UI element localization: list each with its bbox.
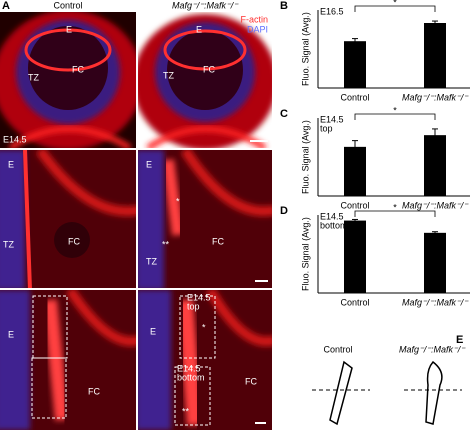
panel-label: C — [280, 108, 288, 120]
column-title: Control — [323, 344, 352, 354]
image-label: * — [202, 322, 206, 332]
panel-label: B — [280, 0, 288, 12]
image-label: TZ — [3, 239, 14, 249]
box-label: bottom — [177, 372, 205, 382]
box-label: top — [187, 301, 200, 311]
image-label: FC — [203, 64, 215, 74]
micrographs — [0, 12, 272, 430]
panel-label: E — [456, 334, 463, 346]
image-label: * — [176, 196, 180, 206]
axis-title: Fluo. Signal (Avg.) — [300, 120, 310, 194]
image-label: E14.5 — [3, 134, 27, 144]
image-label: FC — [212, 236, 224, 246]
stage-label: E14.5 — [320, 211, 344, 221]
image-label: FC — [68, 236, 80, 246]
bar — [424, 23, 446, 88]
annotation-boxes — [31, 295, 216, 426]
image-label: E — [196, 24, 202, 34]
panel-label: A — [2, 0, 10, 12]
x-tick-label: Control — [340, 297, 369, 307]
image-label: ** — [162, 239, 170, 249]
stage-label: E16.5 — [320, 6, 344, 16]
column-title: Mafg⁻/⁻:Mafk⁻/⁻ — [399, 344, 466, 354]
significance-label: * — [393, 0, 397, 7]
axis-title: Fluo. Signal (Avg.) — [300, 217, 310, 291]
scale-bars — [250, 140, 268, 424]
image-label: E — [8, 159, 14, 169]
column-title: Mafg⁻/⁻:Mafk⁻/⁻ — [172, 0, 239, 10]
bar — [344, 220, 366, 293]
box-label: E14.5 — [187, 292, 211, 302]
stage-label: bottom — [320, 220, 348, 230]
image-label: E — [66, 24, 72, 34]
box-label: E14.5 — [177, 363, 201, 373]
significance-bracket — [354, 210, 436, 217]
significance-label: * — [393, 202, 397, 212]
column-title: Control — [53, 0, 82, 10]
image-label: E — [150, 326, 156, 336]
image-label: FC — [72, 64, 84, 74]
bar — [424, 232, 446, 293]
image-label: E — [8, 329, 14, 339]
x-tick-label: Control — [340, 200, 369, 210]
x-tick-label: Control — [340, 92, 369, 102]
legend-entry: F-actin — [240, 14, 268, 24]
image-label: FC — [245, 376, 257, 386]
image-label: TZ — [163, 70, 174, 80]
significance-bracket — [354, 5, 436, 12]
image-label: FC — [88, 386, 100, 396]
image-label: ** — [182, 406, 190, 416]
stage-label: E14.5 — [320, 114, 344, 124]
panel-label: D — [280, 205, 288, 217]
lens-diagrams — [329, 360, 443, 426]
axis-title: Fluo. Signal (Avg.) — [300, 12, 310, 86]
image-label: TZ — [146, 256, 157, 266]
x-tick-label: Mafg⁻/⁻:Mafk⁻/⁻ — [402, 200, 469, 210]
bar — [344, 41, 366, 88]
stage-label: top — [320, 123, 333, 133]
x-tick-label: Mafg⁻/⁻:Mafk⁻/⁻ — [402, 297, 469, 307]
bar — [424, 135, 446, 196]
significance-bracket — [354, 113, 436, 120]
bar — [344, 146, 366, 196]
image-label: E — [146, 159, 152, 169]
x-tick-label: Mafg⁻/⁻:Mafk⁻/⁻ — [402, 92, 469, 102]
significance-label: * — [393, 105, 397, 115]
legend-entry: DAPI — [247, 24, 268, 34]
image-label: TZ — [28, 72, 39, 82]
